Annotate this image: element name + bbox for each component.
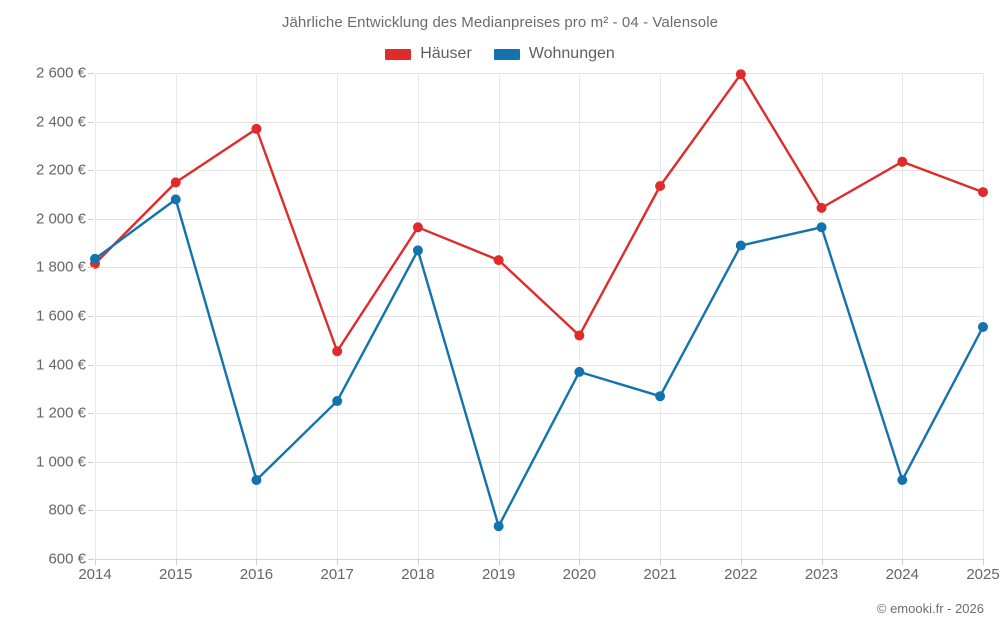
y-axis-tick-label: 2 600 € bbox=[35, 64, 86, 82]
x-axis-tick-label: 2018 bbox=[401, 566, 435, 583]
gridline-vertical bbox=[175, 73, 177, 559]
y-axis-tick-mark bbox=[88, 267, 94, 269]
gridline-vertical bbox=[256, 73, 258, 559]
x-axis-tick-mark bbox=[417, 559, 419, 565]
gridline-vertical bbox=[983, 73, 984, 559]
gridline-vertical bbox=[498, 73, 500, 559]
x-axis-tick-mark bbox=[660, 559, 662, 565]
y-axis-tick-label: 1 400 € bbox=[35, 356, 86, 374]
gridline-horizontal bbox=[95, 73, 983, 74]
y-axis-tick-mark bbox=[88, 559, 94, 560]
y-axis-tick-label: 1 600 € bbox=[35, 307, 86, 325]
legend-swatch-wohnungen bbox=[493, 48, 520, 60]
x-axis-tick-mark bbox=[740, 559, 742, 565]
gridline-vertical bbox=[95, 73, 96, 559]
y-axis-tick-mark bbox=[88, 364, 94, 366]
gridline-vertical bbox=[417, 73, 419, 559]
legend-label-wohnungen: Wohnungen bbox=[528, 45, 615, 62]
x-axis-tick-label: 2021 bbox=[643, 566, 677, 583]
gridline-vertical bbox=[337, 73, 339, 559]
y-axis-tick-mark bbox=[88, 510, 94, 512]
gridline-horizontal bbox=[95, 461, 983, 463]
x-axis-tick-label: 2023 bbox=[804, 566, 839, 583]
gridline-horizontal bbox=[95, 510, 983, 512]
y-axis-tick-label: 2 400 € bbox=[35, 113, 86, 131]
gridline-horizontal bbox=[95, 170, 983, 172]
x-axis-tick-mark bbox=[498, 559, 500, 565]
y-axis-tick-label: 2 000 € bbox=[35, 210, 86, 228]
x-axis-tick-mark bbox=[175, 559, 177, 565]
x-axis-line bbox=[95, 559, 983, 560]
y-axis-tick-mark bbox=[88, 413, 94, 415]
gridline-horizontal bbox=[95, 121, 983, 123]
x-axis-tick-mark bbox=[256, 559, 258, 565]
y-axis: 600 € 800 € 1 000 € 1 200 € 1 400 € 1 600 € 1 … bbox=[0, 0, 86, 625]
y-axis-tick-label: 1 000 € bbox=[35, 453, 86, 471]
gridline-horizontal bbox=[95, 218, 983, 220]
y-axis-tick-label: 600 € bbox=[48, 550, 86, 568]
x-axis-tick-label: 2019 bbox=[481, 566, 516, 583]
y-axis-tick-mark bbox=[88, 316, 94, 317]
x-axis-tick-label: 2014 bbox=[78, 566, 112, 583]
x-axis-tick-mark bbox=[902, 559, 904, 565]
x-axis-tick-mark bbox=[337, 559, 339, 565]
gridline-horizontal bbox=[95, 316, 983, 317]
x-axis-tick-label: 2015 bbox=[159, 566, 193, 583]
gridline-horizontal bbox=[95, 267, 983, 269]
x-axis-tick-mark bbox=[821, 559, 823, 565]
footer-credit: © emooki.fr - 2026 bbox=[876, 601, 984, 616]
gridline-vertical bbox=[740, 73, 742, 559]
x-axis-tick-label: 2017 bbox=[320, 566, 354, 583]
x-axis-tick-mark bbox=[95, 559, 96, 565]
y-axis-tick-mark bbox=[88, 461, 94, 463]
x-axis-tick-label: 2024 bbox=[885, 566, 919, 583]
x-axis-tick-mark bbox=[983, 559, 984, 565]
legend-swatch-hauser bbox=[385, 48, 412, 60]
y-axis-tick-mark bbox=[88, 121, 94, 123]
x-axis-tick-label: 2020 bbox=[562, 566, 597, 583]
y-axis-tick-mark bbox=[88, 73, 94, 74]
chart-legend: Häuser Wohnungen bbox=[0, 45, 1000, 63]
y-axis-tick-label: 1 800 € bbox=[35, 258, 86, 276]
legend-item-wohnungen[interactable]: Wohnungen bbox=[493, 45, 615, 63]
x-axis-tick-mark bbox=[579, 559, 581, 565]
gridline-vertical bbox=[579, 73, 581, 559]
y-axis-tick-label: 1 200 € bbox=[35, 404, 86, 422]
gridline-vertical bbox=[821, 73, 823, 559]
y-axis-tick-label: 2 200 € bbox=[35, 161, 86, 179]
legend-item-hauser[interactable]: Häuser bbox=[385, 45, 472, 63]
x-axis-tick-label: 2022 bbox=[724, 566, 758, 583]
gridline-horizontal bbox=[95, 413, 983, 415]
legend-label-hauser: Häuser bbox=[420, 45, 472, 62]
y-axis-tick-mark bbox=[88, 170, 94, 172]
y-axis-tick-label: 800 € bbox=[48, 501, 86, 519]
x-axis-tick-label: 2016 bbox=[239, 566, 274, 583]
gridline-vertical bbox=[660, 73, 662, 559]
chart-title: Jährliche Entwicklung des Medianpreises … bbox=[281, 14, 719, 31]
plot-area bbox=[95, 73, 984, 560]
x-axis-tick-label: 2025 bbox=[966, 566, 1000, 583]
gridline-vertical bbox=[902, 73, 904, 559]
y-axis-tick-mark bbox=[88, 218, 94, 220]
gridline-horizontal bbox=[95, 364, 983, 366]
